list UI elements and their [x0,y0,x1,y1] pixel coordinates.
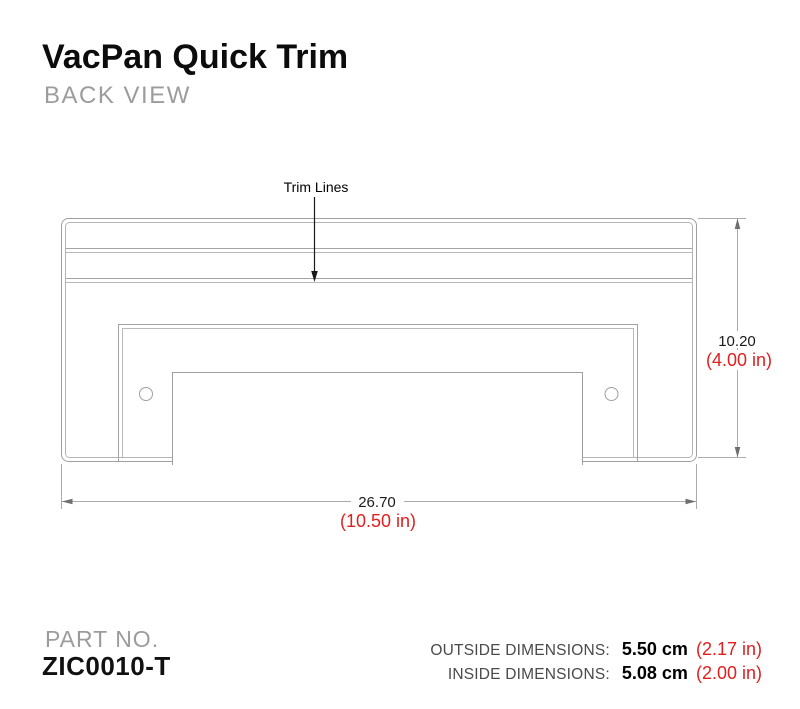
inside-dimensions-value: 5.08 cm [621,662,688,683]
outside-dimensions-label: OUTSIDE DIMENSIONS: [430,642,610,659]
screw-hole-left [139,387,153,401]
inside-dimensions-label: INSIDE DIMENSIONS: [447,665,610,683]
technical-drawing: Trim Lines 10.20 (4.00 in) 26.70 (10.50 … [61,179,780,531]
dimension-arrow-down-icon [734,447,741,458]
width-dimension: 26.70 (10.50 in) [61,464,697,531]
height-dim-cm: 10.20 [718,333,756,350]
dimension-arrow-right-icon [685,498,696,505]
inside-dimensions-inches: (2.00 in) [695,662,762,683]
height-dim-in: (4.00 in) [706,350,772,370]
inside-dimensions-row: INSIDE DIMENSIONS: 5.08 cm (2.00 in) [430,663,762,686]
part-no-label: PART NO. [45,626,160,652]
label-mask [698,350,780,370]
callout-arrowhead-icon [311,271,318,282]
trim-lines-label: Trim Lines [284,179,349,195]
dimension-arrow-up-icon [734,218,741,229]
outside-dimensions-row: OUTSIDE DIMENSIONS: 5.50 cm (2.17 in) [430,639,762,662]
outside-dimensions-value: 5.50 cm [621,639,688,659]
view-subtitle: BACK VIEW [44,82,191,109]
label-mask [351,493,404,510]
outside-dimensions-inches: (2.17 in) [695,639,762,659]
page-title: VacPan Quick Trim [42,38,349,76]
screw-hole-right [604,387,619,401]
height-dimension: 10.20 (4.00 in) [698,218,780,458]
trim-lines [66,248,692,283]
part-no-value: ZIC0010-T [42,651,171,681]
label-mask [712,331,763,348]
dimensions-summary: OUTSIDE DIMENSIONS: 5.50 cm (2.17 in) IN… [430,639,762,685]
groove-outer-line [118,324,638,462]
width-dim-cm: 26.70 [358,494,396,511]
bottom-notch-cutout [172,372,583,465]
dimension-arrow-left-icon [62,498,73,505]
width-dim-in: (10.50 in) [340,511,416,531]
groove-inner-line [122,328,634,458]
